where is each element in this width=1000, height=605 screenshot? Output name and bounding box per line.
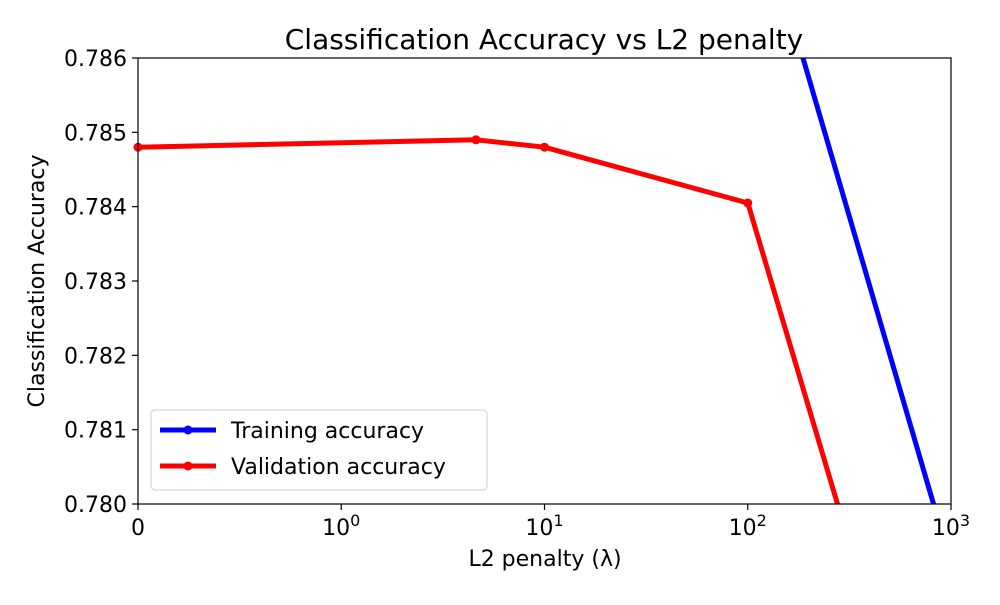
series-line-0 [800, 58, 937, 504]
x-axis-ticks: 0 100 101 102 103 [131, 504, 970, 541]
legend-marker-training [183, 425, 193, 435]
legend-marker-validation [183, 461, 193, 471]
y-tick-label: 0.786 [64, 47, 127, 72]
legend-label-validation: Validation accuracy [231, 455, 446, 480]
y-tick-label: 0.780 [64, 493, 127, 518]
legend-frame [150, 409, 488, 491]
x-tick-label: 101 [525, 511, 563, 541]
x-tick-label: 102 [729, 511, 767, 541]
data-point [471, 135, 481, 145]
x-tick-label: 0 [131, 516, 145, 541]
legend: Training accuracy Validation accuracy [150, 409, 488, 491]
chart-title: Classification Accuracy vs L2 penalty [285, 23, 804, 56]
x-tick-label: 100 [322, 511, 360, 541]
x-axis-label: L2 penalty (λ) [468, 547, 621, 572]
y-axis-label: Classification Accuracy [25, 155, 50, 408]
y-tick-label: 0.783 [64, 270, 127, 295]
y-tick-label: 0.785 [64, 121, 127, 146]
legend-label-training: Training accuracy [230, 419, 424, 444]
data-point [540, 142, 549, 152]
y-axis-ticks: 0.780 0.781 0.782 0.783 0.784 0.785 0.786 [64, 47, 138, 518]
y-tick-label: 0.781 [64, 419, 127, 444]
y-tick-label: 0.784 [64, 196, 127, 221]
data-point [743, 198, 753, 208]
x-tick-label: 103 [932, 511, 970, 541]
y-tick-label: 0.782 [64, 344, 127, 369]
